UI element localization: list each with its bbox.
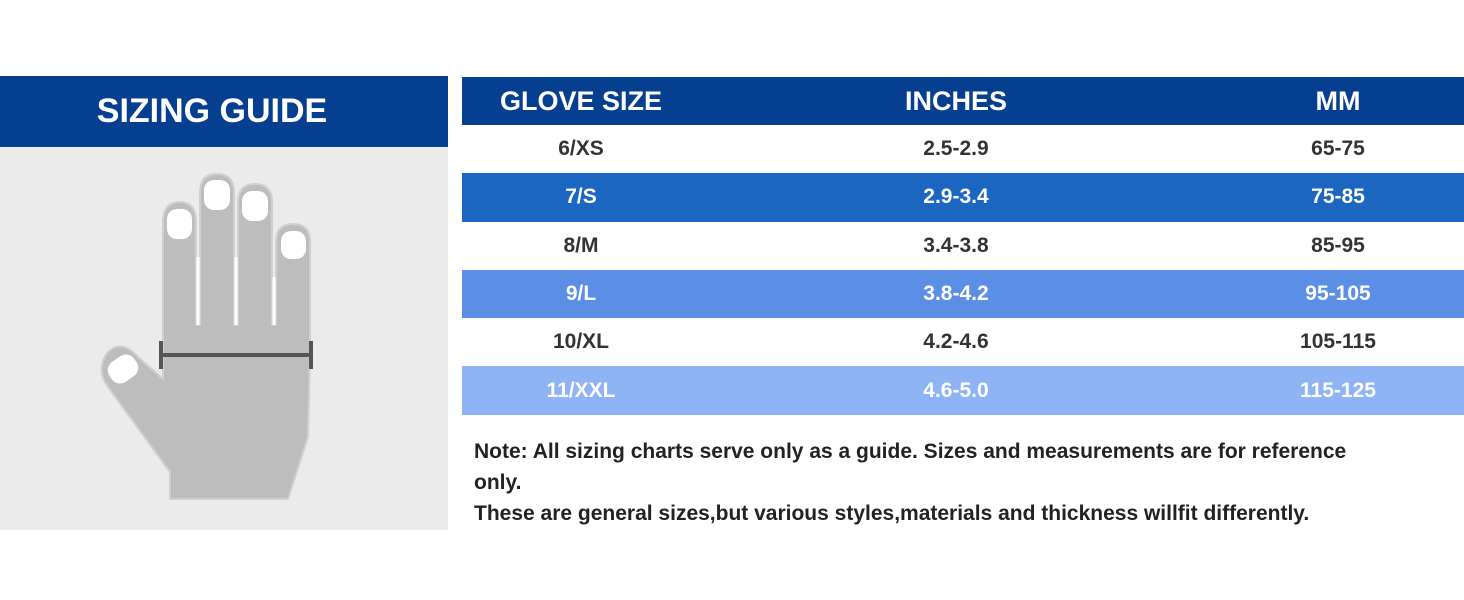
header-row: GLOVE SIZE INCHES MM — [462, 77, 1464, 125]
note-line: These are general sizes,but various styl… — [474, 502, 1310, 525]
table-cell: 6/XS — [558, 137, 604, 161]
table-cell: 7/S — [565, 185, 597, 209]
column-header: MM — [1315, 85, 1361, 116]
table-row: 11/XXL 4.6-5.0 115-125 — [462, 366, 1464, 415]
table-row: 9/L 3.8-4.2 95-105 — [462, 269, 1464, 319]
table-cell: 3.4-3.8 — [923, 233, 989, 257]
hand-illustration — [100, 172, 313, 500]
table-cell: 75-85 — [1311, 185, 1365, 209]
table-row: 10/XL 4.2-4.6 105-115 — [462, 318, 1464, 366]
table-cell: 95-105 — [1305, 282, 1371, 306]
column-header: INCHES — [904, 85, 1007, 116]
table-cell: 4.2-4.6 — [923, 330, 989, 354]
sizing-title: SIZING GUIDE — [96, 92, 328, 130]
table-row: 7/S 2.9-3.4 75-85 — [462, 173, 1464, 222]
table-cell: 11/XXL — [546, 378, 616, 402]
sizing-header: SIZING GUIDE — [0, 76, 448, 147]
table-cell: 9/L — [565, 282, 597, 306]
table-cell: 8/M — [563, 233, 599, 257]
table-row: 6/XS 2.5-2.9 65-75 — [462, 125, 1464, 173]
size-table: GLOVE SIZE INCHES MM 6/XS 2.5-2.9 65-75 7/S 2.9… — [462, 77, 1464, 415]
table-cell: 2.9-3.4 — [923, 185, 989, 209]
table-cell: 10/XL — [552, 330, 610, 354]
table-cell: 4.6-5.0 — [923, 378, 989, 402]
hand-panel — [0, 147, 448, 530]
note: Note: All sizing charts serve only as a … — [474, 436, 1454, 529]
table-row: 8/M 3.4-3.8 85-95 — [462, 222, 1464, 270]
table-cell: 65-75 — [1311, 137, 1365, 161]
table-cell: 3.8-4.2 — [923, 282, 989, 306]
table-cell: 2.5-2.9 — [923, 137, 989, 161]
column-header: GLOVE SIZE — [499, 85, 663, 116]
table-cell: 85-95 — [1311, 233, 1365, 257]
table-cell: 115-125 — [1300, 378, 1376, 402]
note-line: Note: All sizing charts serve only as a … — [474, 440, 1347, 494]
table-cell: 105-115 — [1300, 330, 1376, 354]
